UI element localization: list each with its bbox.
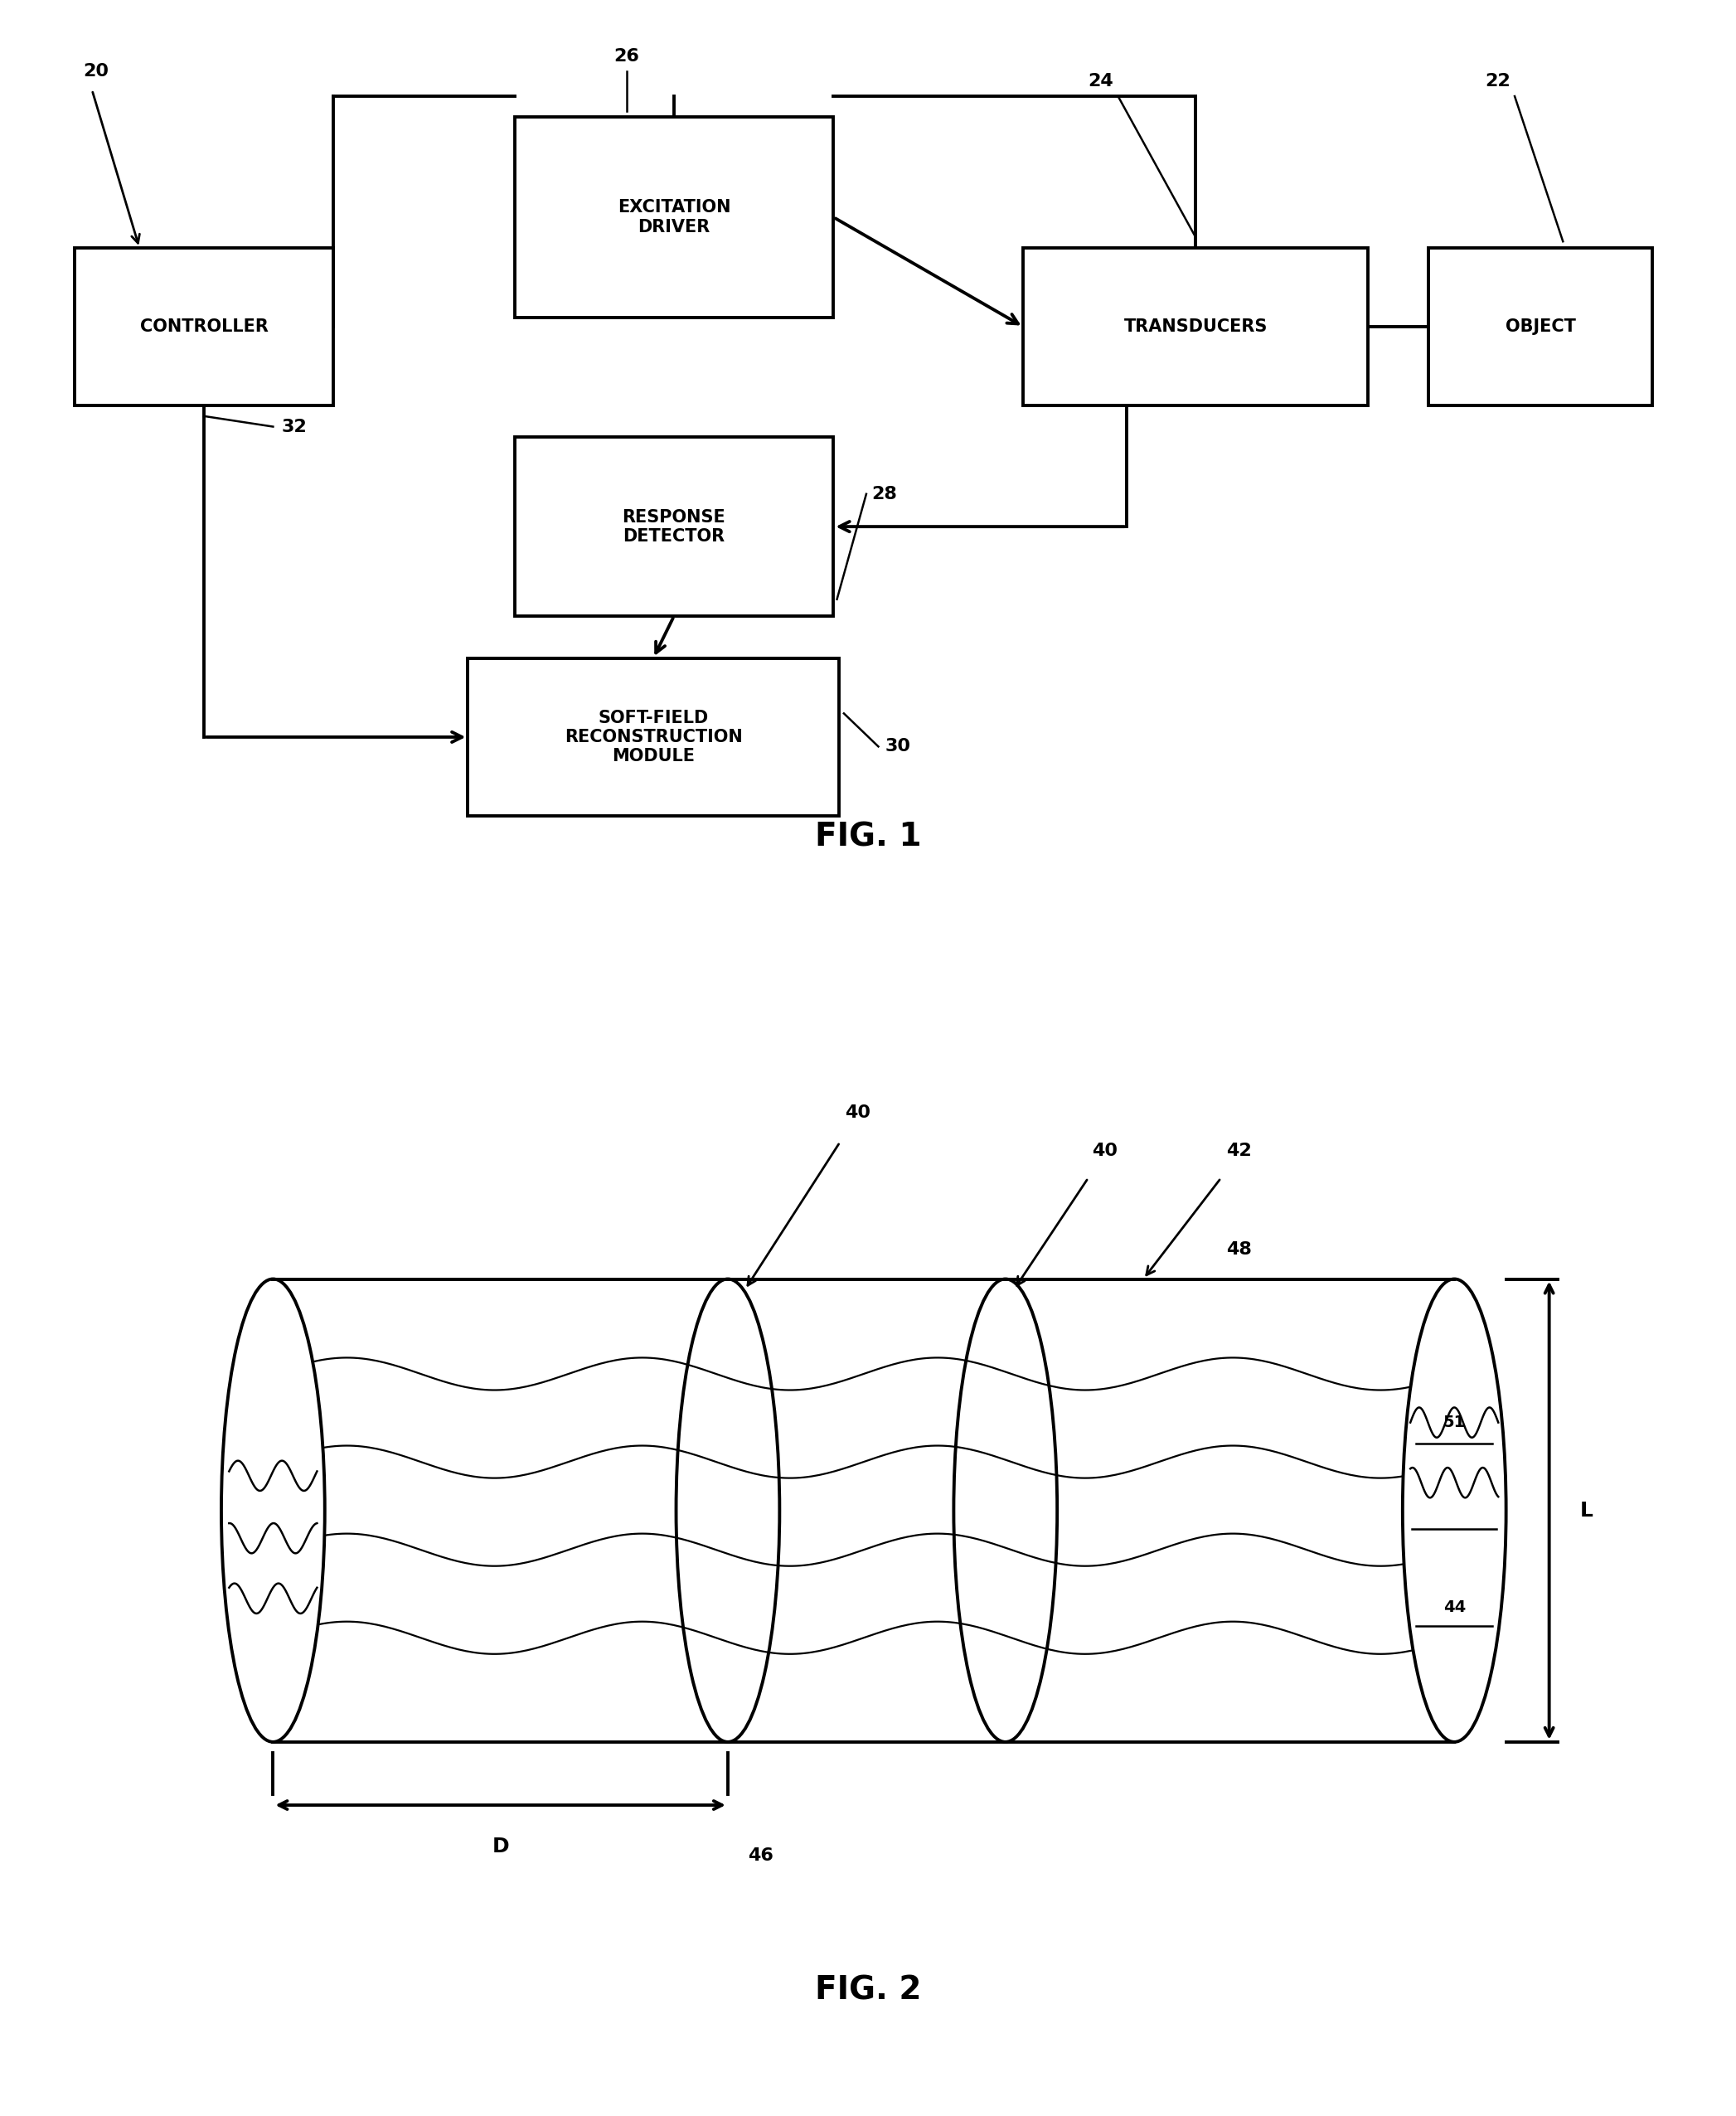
Text: SOFT-FIELD
RECONSTRUCTION
MODULE: SOFT-FIELD RECONSTRUCTION MODULE [564,709,743,764]
Text: 42: 42 [1226,1143,1252,1160]
Text: 40: 40 [845,1105,871,1121]
Text: L: L [1580,1500,1594,1521]
FancyBboxPatch shape [1429,248,1653,406]
Text: TRANSDUCERS: TRANSDUCERS [1123,317,1267,334]
Text: 51: 51 [1443,1416,1465,1430]
Text: EXCITATION
DRIVER: EXCITATION DRIVER [618,199,731,235]
FancyBboxPatch shape [75,248,333,406]
Text: 28: 28 [871,487,898,501]
Text: 30: 30 [885,738,911,755]
Text: 32: 32 [281,419,307,436]
Text: 46: 46 [748,1847,774,1864]
Ellipse shape [220,1278,325,1741]
FancyBboxPatch shape [514,116,833,317]
Text: RESPONSE
DETECTOR: RESPONSE DETECTOR [621,508,726,544]
Text: FIG. 2: FIG. 2 [814,1974,922,2006]
Text: 26: 26 [615,49,639,66]
Text: D: D [491,1837,509,1856]
Text: 44: 44 [1443,1600,1465,1617]
Text: CONTROLLER: CONTROLLER [141,317,269,334]
Text: 22: 22 [1484,74,1510,91]
FancyBboxPatch shape [514,438,833,616]
Text: 24: 24 [1088,74,1113,91]
Ellipse shape [1403,1278,1507,1741]
FancyBboxPatch shape [469,658,838,817]
Text: 20: 20 [83,63,109,80]
FancyBboxPatch shape [1023,248,1368,406]
Text: OBJECT: OBJECT [1505,317,1576,334]
Text: 40: 40 [1092,1143,1118,1160]
Text: FIG. 1: FIG. 1 [814,821,922,853]
Text: 48: 48 [1226,1242,1252,1257]
